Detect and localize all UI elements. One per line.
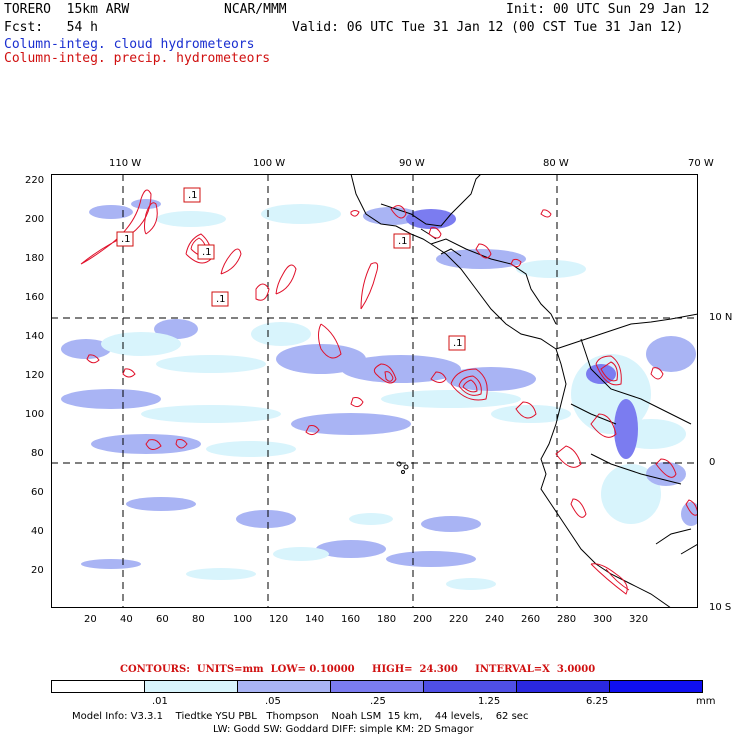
lon-label-100w: 100 W	[253, 158, 286, 169]
contour-label-box: .1	[393, 233, 411, 249]
contour-value-boxes: .1 .1 .1 .1 .1 .1	[116, 187, 466, 351]
y-tick-label: 60	[31, 487, 44, 498]
y-tick-label: 40	[31, 526, 44, 537]
y-tick-label: 180	[25, 253, 45, 264]
x-tick-label: 140	[305, 614, 325, 625]
forecast-hour: Fcst: 54 h	[4, 20, 98, 35]
y-tick-label: 80	[31, 448, 44, 459]
map-frame	[51, 174, 698, 608]
valid-time: Valid: 06 UTC Tue 31 Jan 12 (00 CST Tue …	[292, 20, 684, 35]
y-tick-label: 120	[25, 370, 45, 381]
lon-label-70w: 70 W	[688, 158, 714, 169]
contour-label-box: .1	[116, 231, 134, 247]
lon-label-110w: 110 W	[109, 158, 142, 169]
contour-label-box: .1	[197, 244, 215, 260]
y-tick-label: 100	[25, 409, 45, 420]
field-precip-label: Column-integ. precip. hydrometeors	[4, 51, 271, 66]
x-tick-label: 260	[521, 614, 541, 625]
colorbar	[51, 680, 703, 693]
x-tick-label: 160	[341, 614, 361, 625]
lat-label-10s: 10 S	[709, 602, 732, 613]
x-tick-label: 180	[377, 614, 397, 625]
lat-label-0: 0	[709, 457, 716, 468]
model-title: TORERO 15km ARW	[4, 2, 130, 17]
x-tick-label: 220	[449, 614, 469, 625]
y-tick-label: 200	[25, 214, 45, 225]
contour-value: .1	[202, 247, 212, 258]
colorbar-bin	[331, 681, 424, 692]
y-tick-label: 160	[25, 292, 45, 303]
x-tick-label: 240	[485, 614, 505, 625]
contour-label-box: .1	[448, 335, 466, 351]
model-info-line2: LW: Godd SW: Goddard DIFF: simple KM: 2D…	[213, 724, 474, 735]
colorbar-bin	[238, 681, 331, 692]
lon-label-90w: 90 W	[399, 158, 425, 169]
colorbar-bin	[52, 681, 145, 692]
center-title: NCAR/MMM	[224, 2, 287, 17]
colorbar-label: .25	[370, 696, 386, 707]
model-info-line1: Model Info: V3.3.1 Tiedtke YSU PBL Thomp…	[72, 711, 529, 722]
colorbar-bin	[517, 681, 610, 692]
colorbar-label: 1.25	[478, 696, 501, 707]
y-tick-label: 20	[31, 565, 44, 576]
y-tick-label: 220	[25, 175, 45, 186]
contour-value: .1	[453, 338, 463, 349]
colorbar-bin	[145, 681, 238, 692]
colorbar-bin	[424, 681, 517, 692]
x-tick-label: 40	[120, 614, 133, 625]
contour-label-box: .1	[211, 291, 229, 307]
colorbar-bin	[610, 681, 702, 692]
y-tick-label: 140	[25, 331, 45, 342]
x-tick-label: 80	[192, 614, 205, 625]
x-tick-label: 200	[413, 614, 433, 625]
x-tick-label: 320	[629, 614, 649, 625]
colorbar-label: .05	[265, 696, 281, 707]
x-tick-label: 60	[156, 614, 169, 625]
contour-value: .1	[398, 236, 408, 247]
x-tick-label: 20	[84, 614, 97, 625]
colorbar-label: .01	[152, 696, 168, 707]
colorbar-unit: mm	[696, 696, 716, 707]
x-tick-label: 100	[233, 614, 253, 625]
contour-info: CONTOURS: UNITS=mm LOW= 0.10000 HIGH= 24…	[120, 664, 596, 675]
contour-value: .1	[121, 234, 131, 245]
contour-value: .1	[188, 190, 198, 201]
precip-contours	[80, 189, 698, 595]
contour-label-box: .1	[183, 187, 201, 203]
x-tick-label: 120	[269, 614, 289, 625]
init-time: Init: 00 UTC Sun 29 Jan 12	[506, 2, 710, 17]
lat-label-10n: 10 N	[709, 312, 733, 323]
field-cloud-label: Column-integ. cloud hydrometeors	[4, 37, 255, 52]
x-tick-label: 280	[557, 614, 577, 625]
x-tick-label: 300	[593, 614, 613, 625]
coastlines	[350, 174, 698, 608]
contour-value: .1	[216, 294, 226, 305]
colorbar-label: 6.25	[586, 696, 609, 707]
forecast-map: .1 .1 .1 .1 .1 .1	[51, 174, 698, 608]
lon-label-80w: 80 W	[543, 158, 569, 169]
